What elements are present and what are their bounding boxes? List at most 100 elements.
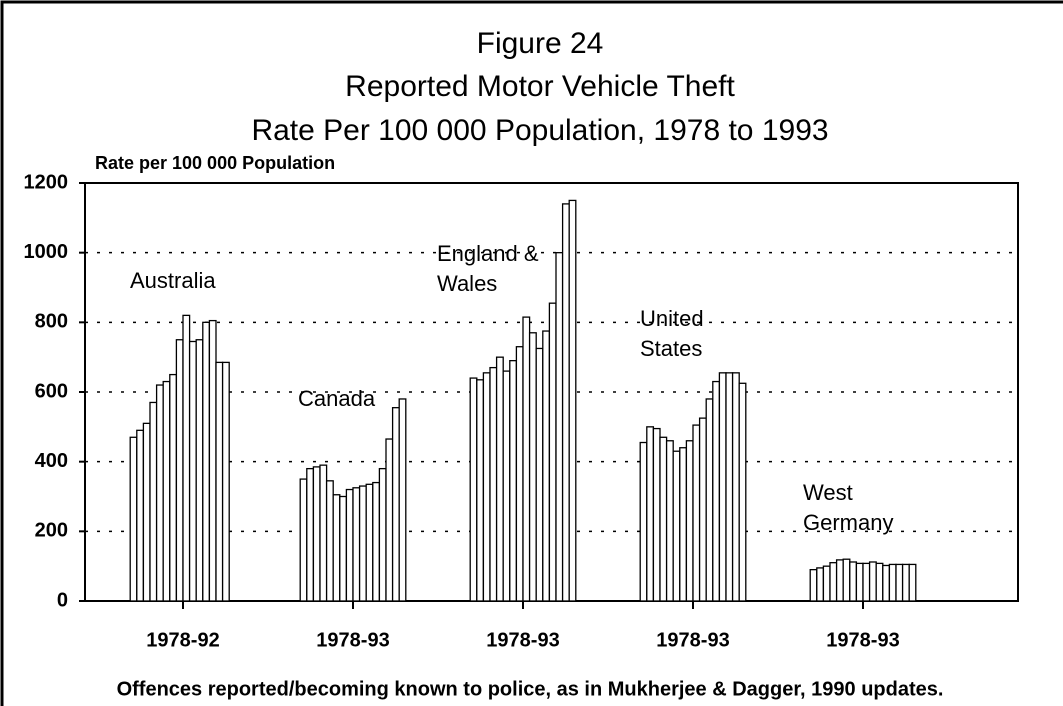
bar bbox=[561, 203, 570, 602]
bar bbox=[502, 370, 511, 602]
bar bbox=[685, 440, 694, 602]
x-tick-label: 1978-92 bbox=[146, 629, 219, 651]
bar bbox=[325, 480, 334, 602]
chart-title: Rate Per 100 000 Population, 1978 to 199… bbox=[251, 114, 828, 147]
bar bbox=[862, 562, 871, 602]
bar bbox=[385, 438, 394, 602]
bar bbox=[738, 382, 747, 602]
bar bbox=[208, 319, 217, 602]
bar bbox=[882, 564, 891, 602]
bar bbox=[855, 562, 864, 602]
bar bbox=[665, 440, 674, 602]
bar bbox=[698, 417, 707, 602]
group-label: West bbox=[803, 480, 853, 505]
bar bbox=[901, 563, 910, 602]
y-tick-label: 1000 bbox=[24, 241, 69, 263]
bar bbox=[332, 494, 341, 602]
bar bbox=[646, 426, 655, 602]
bar bbox=[162, 380, 171, 602]
bar bbox=[712, 380, 721, 602]
x-tick-label: 1978-93 bbox=[486, 629, 559, 651]
bar bbox=[476, 379, 485, 602]
chart-title: Reported Motor Vehicle Theft bbox=[345, 70, 735, 103]
bar bbox=[182, 314, 191, 602]
bar bbox=[352, 487, 361, 602]
bar bbox=[672, 450, 681, 602]
group-label: Wales bbox=[437, 271, 497, 296]
bar bbox=[522, 316, 531, 602]
bar bbox=[306, 467, 315, 602]
bar bbox=[895, 563, 904, 602]
bar bbox=[822, 565, 831, 602]
group-label: United bbox=[640, 306, 704, 331]
bar bbox=[568, 199, 577, 602]
bar bbox=[378, 467, 387, 602]
chart-title: Figure 24 bbox=[477, 27, 604, 60]
bar bbox=[555, 252, 564, 602]
bar bbox=[849, 561, 858, 602]
bar bbox=[175, 339, 184, 602]
bar bbox=[842, 558, 851, 602]
y-tick-label: 800 bbox=[35, 311, 68, 333]
bar bbox=[312, 466, 321, 602]
x-tick-label: 1978-93 bbox=[656, 629, 729, 651]
bar bbox=[358, 485, 367, 602]
bar bbox=[469, 377, 478, 602]
bar bbox=[129, 436, 138, 602]
bar bbox=[391, 407, 400, 602]
bar bbox=[169, 373, 178, 602]
bar bbox=[299, 478, 308, 602]
bar bbox=[509, 359, 518, 602]
bar bbox=[319, 464, 328, 602]
y-tick-label: 400 bbox=[35, 450, 68, 472]
bar bbox=[495, 356, 504, 602]
group-label: Canada bbox=[298, 386, 376, 411]
bar bbox=[809, 569, 818, 602]
y-tick-label: 200 bbox=[35, 520, 68, 542]
y-tick-label: 1200 bbox=[24, 171, 69, 193]
bar bbox=[725, 372, 734, 602]
bar bbox=[149, 401, 158, 602]
bar bbox=[692, 424, 701, 602]
bar bbox=[515, 346, 524, 602]
bar bbox=[365, 483, 374, 602]
bar bbox=[535, 347, 544, 602]
bar bbox=[482, 372, 491, 602]
bar bbox=[639, 441, 648, 602]
bar bbox=[202, 321, 211, 602]
bar bbox=[875, 562, 884, 602]
bar bbox=[908, 563, 917, 602]
group-label: States bbox=[640, 336, 702, 361]
y-axis-label: Rate per 100 000 Population bbox=[95, 153, 335, 173]
y-tick-label: 600 bbox=[35, 380, 68, 402]
note: Offences reported/becoming known to poli… bbox=[117, 678, 944, 700]
bar bbox=[372, 481, 381, 602]
bar bbox=[142, 422, 151, 602]
bar bbox=[888, 563, 897, 602]
x-tick-label: 1978-93 bbox=[826, 629, 899, 651]
bar bbox=[731, 372, 740, 602]
bar bbox=[868, 561, 877, 602]
bar bbox=[829, 562, 838, 602]
bar bbox=[548, 302, 557, 602]
bar bbox=[339, 495, 348, 602]
bar bbox=[659, 436, 668, 602]
bar bbox=[188, 340, 197, 602]
bar bbox=[542, 330, 551, 602]
bar bbox=[835, 559, 844, 602]
bar bbox=[528, 332, 537, 602]
bar bbox=[705, 398, 714, 602]
bar bbox=[489, 366, 498, 602]
bar bbox=[155, 384, 164, 602]
bar bbox=[718, 372, 727, 602]
bar bbox=[221, 361, 230, 602]
y-tick-label: 0 bbox=[57, 589, 68, 611]
bar bbox=[816, 567, 825, 602]
bar bbox=[195, 339, 204, 602]
bar bbox=[652, 427, 661, 602]
bar bbox=[679, 447, 688, 602]
bar bbox=[398, 398, 407, 602]
bar bbox=[215, 361, 224, 602]
bar bbox=[136, 429, 145, 602]
